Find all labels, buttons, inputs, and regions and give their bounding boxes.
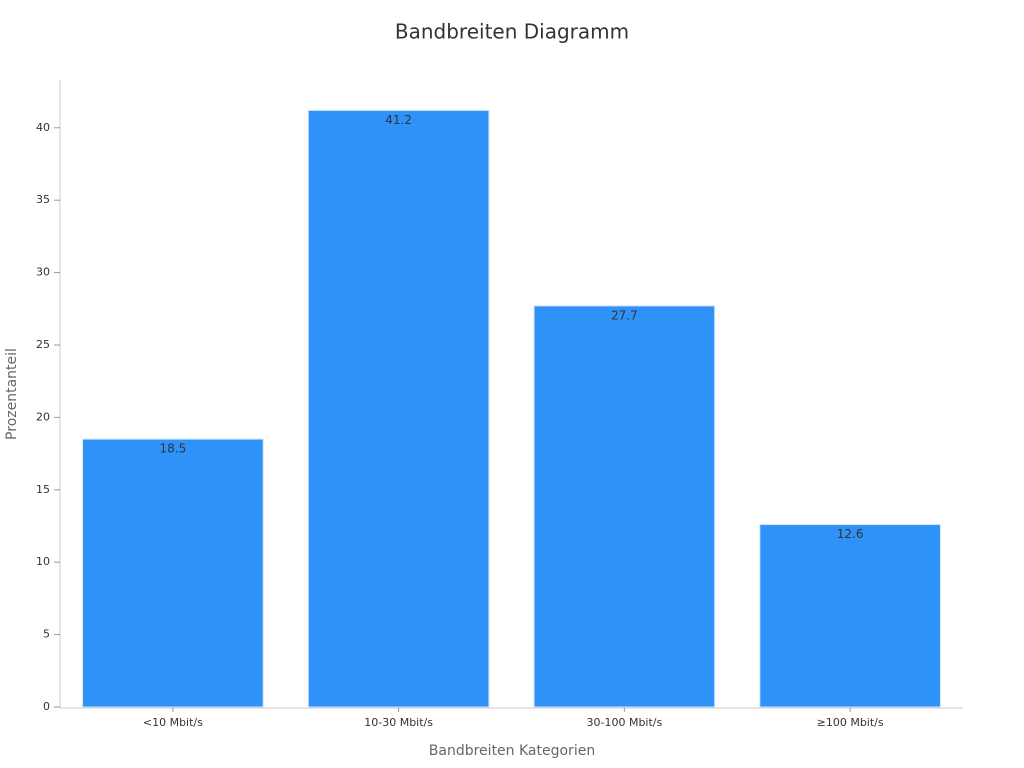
x-tick-label: 10-30 Mbit/s xyxy=(364,716,433,729)
y-tick-label: 10 xyxy=(36,555,50,568)
y-tick-label: 35 xyxy=(36,193,50,206)
x-axis-label: Bandbreiten Kategorien xyxy=(429,743,595,759)
bar xyxy=(759,524,941,708)
value-label: 41.2 xyxy=(385,113,412,127)
x-tick-label: 30-100 Mbit/s xyxy=(587,716,663,729)
y-tick-label: 5 xyxy=(43,628,50,641)
x-tick-label: <10 Mbit/s xyxy=(143,716,203,729)
x-tick-label: ≥100 Mbit/s xyxy=(817,716,884,729)
y-tick-label: 0 xyxy=(43,700,50,713)
y-tick-label: 20 xyxy=(36,410,50,423)
y-tick-label: 40 xyxy=(36,121,50,134)
y-tick-label: 15 xyxy=(36,483,50,496)
bar xyxy=(307,109,490,708)
bar xyxy=(82,438,264,708)
y-tick-label: 30 xyxy=(36,266,50,279)
y-tick-label: 25 xyxy=(36,338,50,351)
chart-title: Bandbreiten Diagramm xyxy=(395,20,629,44)
value-label: 27.7 xyxy=(611,308,638,322)
y-axis-label: Prozentanteil xyxy=(4,348,20,440)
bar xyxy=(533,305,716,708)
value-label: 12.6 xyxy=(837,527,864,541)
value-label: 18.5 xyxy=(160,442,187,456)
